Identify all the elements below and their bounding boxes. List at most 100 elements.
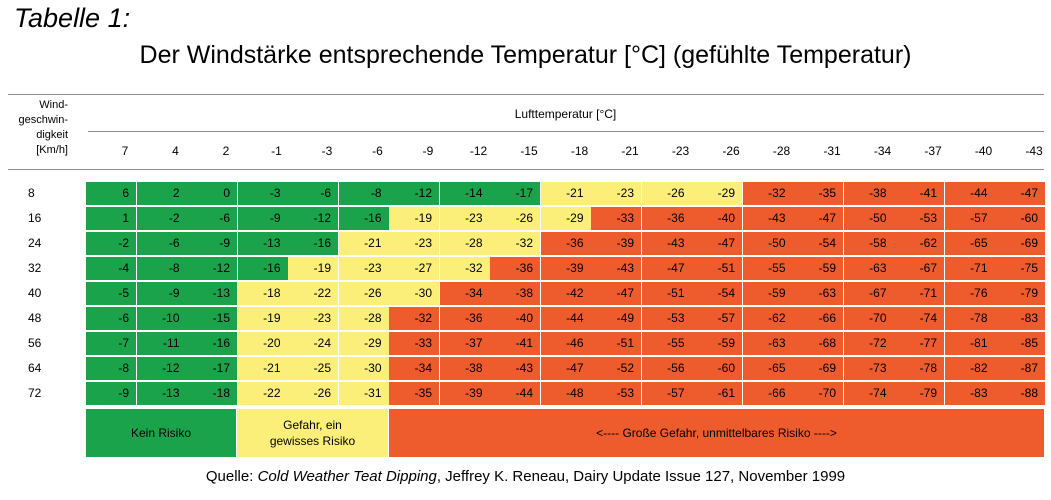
table-cell: -16 — [187, 332, 237, 355]
table-cell: -38 — [843, 182, 894, 205]
table-cell: -19 — [237, 307, 288, 330]
table-cell: -26 — [288, 382, 338, 405]
table-cell: -57 — [944, 207, 995, 230]
table-cell: -75 — [995, 257, 1045, 280]
air-temperature-header: Lufttemperatur [°C] — [514, 107, 617, 121]
table-cell: -13 — [187, 282, 237, 305]
column-header: -43 — [1025, 144, 1043, 158]
column-header: -12 — [469, 144, 488, 158]
table-cell: -46 — [540, 332, 591, 355]
header-rule-mid — [88, 131, 1044, 132]
table-cell: -47 — [540, 357, 591, 380]
column-header: -15 — [520, 144, 538, 158]
table-cell: -26 — [490, 207, 540, 230]
table-cell: 2 — [136, 182, 187, 205]
table-cell: -44 — [944, 182, 995, 205]
table-cell: -12 — [136, 357, 187, 380]
table-cell: -62 — [894, 232, 944, 255]
column-header: 2 — [222, 144, 230, 158]
table-cell: -55 — [641, 332, 692, 355]
table-cell: -57 — [641, 382, 692, 405]
table-cell: -59 — [742, 282, 793, 305]
table-cell: -12 — [389, 182, 439, 205]
table-cell: -66 — [793, 307, 843, 330]
table-cell: -16 — [237, 257, 288, 280]
column-header: 4 — [172, 144, 179, 158]
table-label: Tabelle 1: — [14, 3, 131, 33]
table-cell: -69 — [995, 232, 1045, 255]
row-header-wind-speed: 48 — [28, 311, 42, 325]
table-cell: -23 — [591, 182, 641, 205]
table-cell: -30 — [338, 357, 389, 380]
table-cell: -2 — [86, 232, 136, 255]
table-cell: 0 — [187, 182, 237, 205]
column-header: 7 — [121, 144, 129, 158]
table-cell: -10 — [136, 307, 187, 330]
table-cell: -58 — [843, 232, 894, 255]
table-cell: -8 — [86, 357, 136, 380]
table-cell: -87 — [995, 357, 1045, 380]
table-cell: -6 — [187, 207, 237, 230]
table-cell: -76 — [944, 282, 995, 305]
header-rule-top — [8, 94, 1044, 95]
row-header-wind-speed: 56 — [28, 336, 42, 350]
table-cell: -7 — [86, 332, 136, 355]
table-cell: -63 — [843, 257, 894, 280]
table-cell: -63 — [742, 332, 793, 355]
table-cell: -8 — [338, 182, 389, 205]
table-cell: -26 — [338, 282, 389, 305]
table-cell: -73 — [843, 357, 894, 380]
table-cell: -88 — [995, 382, 1045, 405]
table-cell: -70 — [793, 382, 843, 405]
table-cell: -55 — [742, 257, 793, 280]
table-cell: -85 — [995, 332, 1045, 355]
table-cell: -13 — [237, 232, 288, 255]
table-cell: -70 — [843, 307, 894, 330]
column-header: -26 — [722, 144, 740, 158]
table-cell: -79 — [894, 382, 944, 405]
table-cell: -56 — [641, 357, 692, 380]
table-cell: -43 — [742, 207, 793, 230]
table-cell: -41 — [490, 332, 540, 355]
table-cell: -23 — [439, 207, 490, 230]
table-cell: -36 — [641, 207, 692, 230]
table-cell: -11 — [136, 332, 187, 355]
legend-no-risk: Kein Risiko — [86, 409, 236, 457]
table-cell: -36 — [439, 307, 490, 330]
table-cell: -15 — [187, 307, 237, 330]
table-cell: -65 — [742, 357, 793, 380]
table-cell: -53 — [894, 207, 944, 230]
column-header: -9 — [422, 144, 434, 158]
table-cell: -29 — [692, 182, 742, 205]
table-cell: -35 — [793, 182, 843, 205]
table-cell: -6 — [136, 232, 187, 255]
table-cell: -22 — [288, 282, 338, 305]
table-cell: -39 — [591, 232, 641, 255]
table-cell: -81 — [944, 332, 995, 355]
table-cell: -74 — [843, 382, 894, 405]
table-cell: -83 — [995, 307, 1045, 330]
table-cell: -17 — [490, 182, 540, 205]
table-cell: -6 — [86, 307, 136, 330]
table-cell: -69 — [793, 357, 843, 380]
table-cell: -63 — [793, 282, 843, 305]
table-cell: -22 — [237, 382, 288, 405]
row-header-wind-speed: 32 — [28, 261, 42, 275]
table-cell: -78 — [894, 357, 944, 380]
table-cell: -29 — [338, 332, 389, 355]
table-cell: -5 — [86, 282, 136, 305]
table-cell: -23 — [389, 232, 439, 255]
table-cell: -49 — [591, 307, 641, 330]
column-header: -28 — [772, 144, 791, 158]
table-cell: -53 — [591, 382, 641, 405]
table-cell: -34 — [389, 357, 439, 380]
table-cell: -8 — [136, 257, 187, 280]
column-header: -18 — [570, 144, 589, 158]
table-cell: -34 — [439, 282, 490, 305]
row-header-wind-speed: 24 — [28, 236, 42, 250]
table-cell: -60 — [995, 207, 1045, 230]
table-cell: -74 — [894, 307, 944, 330]
table-cell: -60 — [692, 357, 742, 380]
table-cell: -43 — [591, 257, 641, 280]
table-cell: -79 — [995, 282, 1045, 305]
